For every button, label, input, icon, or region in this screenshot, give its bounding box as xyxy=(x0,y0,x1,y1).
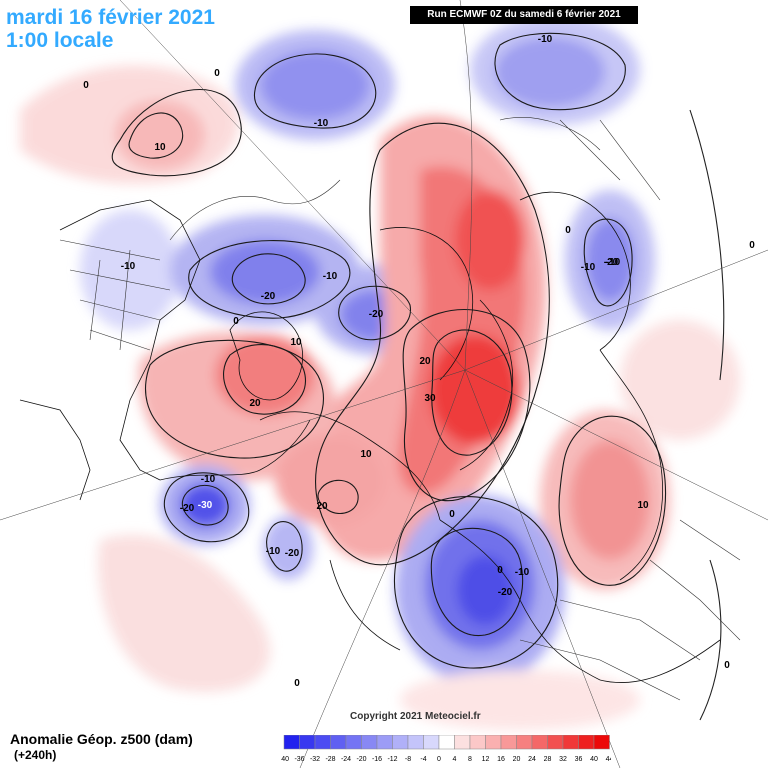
contour-label: -10 xyxy=(606,257,621,268)
colorbar-cell xyxy=(531,735,548,750)
colorbar-cell xyxy=(283,735,300,750)
colorbar-cell xyxy=(330,735,347,750)
contour-label: 20 xyxy=(316,501,328,512)
contour-label: 10 xyxy=(637,500,649,511)
contour-label: 30 xyxy=(424,393,436,404)
run-info-banner: Run ECMWF 0Z du samedi 6 février 2021 xyxy=(410,6,638,24)
colorbar-tick-label: 16 xyxy=(497,756,505,763)
contour-label: 0 xyxy=(449,509,455,520)
contour-label: -10 xyxy=(314,118,329,129)
colorbar-cell xyxy=(578,735,595,750)
colorbar-tick-label: 28 xyxy=(544,756,552,763)
colorbar-cell xyxy=(562,735,579,750)
contour-label: 0 xyxy=(214,68,220,79)
contour-label: 0 xyxy=(233,316,239,327)
colorbar-cell xyxy=(361,735,378,750)
colorbar-tick-label: -16 xyxy=(372,756,382,763)
contour-label: 0 xyxy=(294,678,300,689)
colorbar-cell xyxy=(407,735,424,750)
colorbar-tick-label: -12 xyxy=(387,756,397,763)
contour-label: -20 xyxy=(180,503,195,514)
colorbar-tick-label: 24 xyxy=(528,756,536,763)
colorbar-cell xyxy=(392,735,409,750)
forecast-lead-time: (+240h) xyxy=(14,748,57,762)
colorbar-cell xyxy=(516,735,533,750)
colorbar-cell xyxy=(469,735,486,750)
colorbar-tick-label: 0 xyxy=(437,756,441,763)
colorbar-tick-label: 20 xyxy=(513,756,521,763)
contour-label: 10 xyxy=(290,337,302,348)
contour-label: 0 xyxy=(497,565,503,576)
colorbar-tick-label: -8 xyxy=(405,756,411,763)
contour-label: -20 xyxy=(261,291,276,302)
contour-label: 0 xyxy=(749,240,755,251)
contour-label: 0 xyxy=(724,660,730,671)
colorbar-cell xyxy=(345,735,362,750)
contour-label: -10 xyxy=(538,34,553,45)
time-line: 1:00 locale xyxy=(6,29,114,52)
contour-label: -20 xyxy=(285,548,300,559)
colorbar-cell xyxy=(547,735,564,750)
colorbar-tick-label: -40 xyxy=(281,756,289,763)
colorbar-cell xyxy=(485,735,502,750)
contour-label: -10 xyxy=(581,262,596,273)
colorbar-tick-label: 44 xyxy=(606,756,611,763)
colorbar-tick-label: 8 xyxy=(468,756,472,763)
colorbar-tick-label: -4 xyxy=(420,756,426,763)
contour-label: -10 xyxy=(323,271,338,282)
colorbar-tick-label: 36 xyxy=(575,756,583,763)
colorbar-tick-label: 4 xyxy=(453,756,457,763)
contour-label: 10 xyxy=(360,449,372,460)
contour-label: 20 xyxy=(419,356,431,367)
colorbar-cell xyxy=(376,735,393,750)
colorbar-cell xyxy=(438,735,455,750)
contour-label: -10 xyxy=(515,567,530,578)
colorbar-cell xyxy=(314,735,331,750)
colorbar-tick-label: 40 xyxy=(590,756,598,763)
color-scale-legend: -40-36-32-28-24-20-16-12-8-4048121620242… xyxy=(281,735,611,763)
colorbar-tick-label: 32 xyxy=(559,756,567,763)
colorbar-cell xyxy=(593,735,610,750)
colorbar-tick-label: -32 xyxy=(310,756,320,763)
colorbar-tick-label: 12 xyxy=(482,756,490,763)
colorbar-tick-label: -36 xyxy=(294,756,304,763)
copyright-text: Copyright 2021 Meteociel.fr xyxy=(350,711,481,722)
contour-label: -20 xyxy=(369,309,384,320)
colorbar-tick-label: -20 xyxy=(356,756,366,763)
colorbar-cell xyxy=(299,735,316,750)
colorbar-tick-label: -28 xyxy=(325,756,335,763)
forecast-date-title: mardi 16 février 2021 1:00 locale xyxy=(6,6,215,52)
colorbar-cell xyxy=(423,735,440,750)
contour-label: 0 xyxy=(83,80,89,91)
map-variable-title: Anomalie Géop. z500 (dam) xyxy=(10,731,193,747)
contour-label: -30 xyxy=(198,500,213,511)
contour-label: 0 xyxy=(565,225,571,236)
date-line: mardi 16 février 2021 xyxy=(6,6,215,29)
contour-label: -10 xyxy=(201,474,216,485)
colorbar-cell xyxy=(454,735,471,750)
contour-label: 10 xyxy=(154,142,166,153)
contour-label: -20 xyxy=(498,587,513,598)
contour-label: -10 xyxy=(121,261,136,272)
contour-label: -20 xyxy=(604,257,619,268)
contour-label: -10 xyxy=(266,546,281,557)
colorbar-cell xyxy=(500,735,517,750)
contour-label: 20 xyxy=(249,398,261,409)
colorbar-tick-label: -24 xyxy=(341,756,351,763)
